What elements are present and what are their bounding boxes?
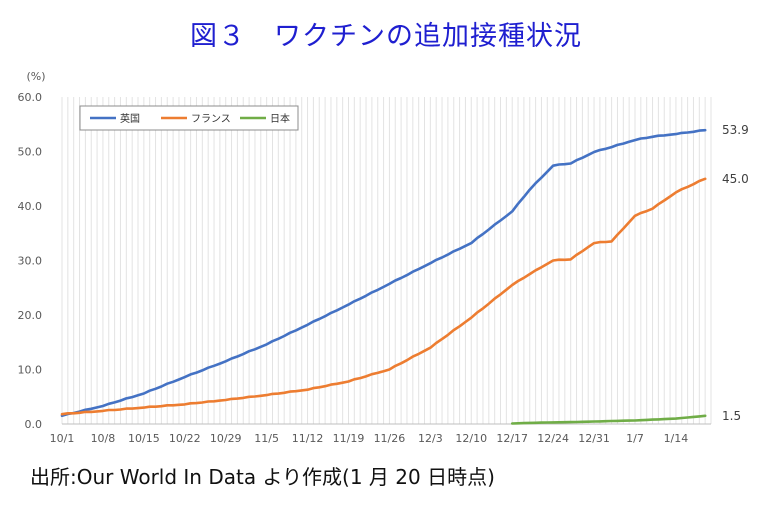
x-tick-label: 12/24 [537,432,569,445]
y-tick-label: 50.0 [18,146,43,159]
end-value-label: 45.0 [722,172,749,186]
x-tick-label: 1/7 [626,432,644,445]
legend-entry: 日本 [270,112,290,125]
x-tick-label: 11/19 [333,432,365,445]
label-layer: 53.9 45.0 1.5 [722,123,749,423]
x-tick-label: 12/17 [496,432,528,445]
x-tick-label: 11/12 [292,432,324,445]
x-tick-label: 10/8 [91,432,116,445]
chart-title: 図３ ワクチンの追加接種状況 [190,21,582,52]
y-tick-label: 0.0 [25,418,43,431]
grid-layer [61,97,712,424]
end-value-label: 53.9 [722,123,749,137]
x-tick-label: 11/26 [374,432,406,445]
y-tick-label: 40.0 [18,200,43,213]
y-tick-label: 60.0 [18,91,43,104]
x-tick-label: 12/3 [418,432,443,445]
legend-entry: 英国 [120,112,140,125]
x-tick-label: 12/10 [455,432,487,445]
y-tick-label: 10.0 [18,364,43,377]
x-tick-label: 10/15 [128,432,160,445]
source-note: 出所:Our World In Data より作成(1 月 20 日時点) [30,465,495,489]
series-layer [60,128,707,425]
legend: 英国 フランス 日本 [79,105,299,131]
x-tick-label: 11/5 [254,432,279,445]
y-tick-label: 30.0 [18,255,43,268]
x-tick-label: 1/14 [664,432,689,445]
series-line [60,177,707,416]
y-unit-label: (%) [26,70,45,83]
legend-entry: フランス [191,113,231,125]
end-value-label: 1.5 [722,409,741,423]
x-tick-label: 10/22 [169,432,201,445]
x-tick-label: 12/31 [578,432,610,445]
x-tick-label: 10/29 [210,432,242,445]
axis-layer: 0.0 10.0 20.0 30.0 40.0 50.0 60.0 (%) 10/1 10/8 10… [18,70,711,445]
x-tick-label: 10/1 [50,432,75,445]
series-line [60,128,707,418]
series-line [510,414,707,425]
y-tick-label: 20.0 [18,309,43,322]
